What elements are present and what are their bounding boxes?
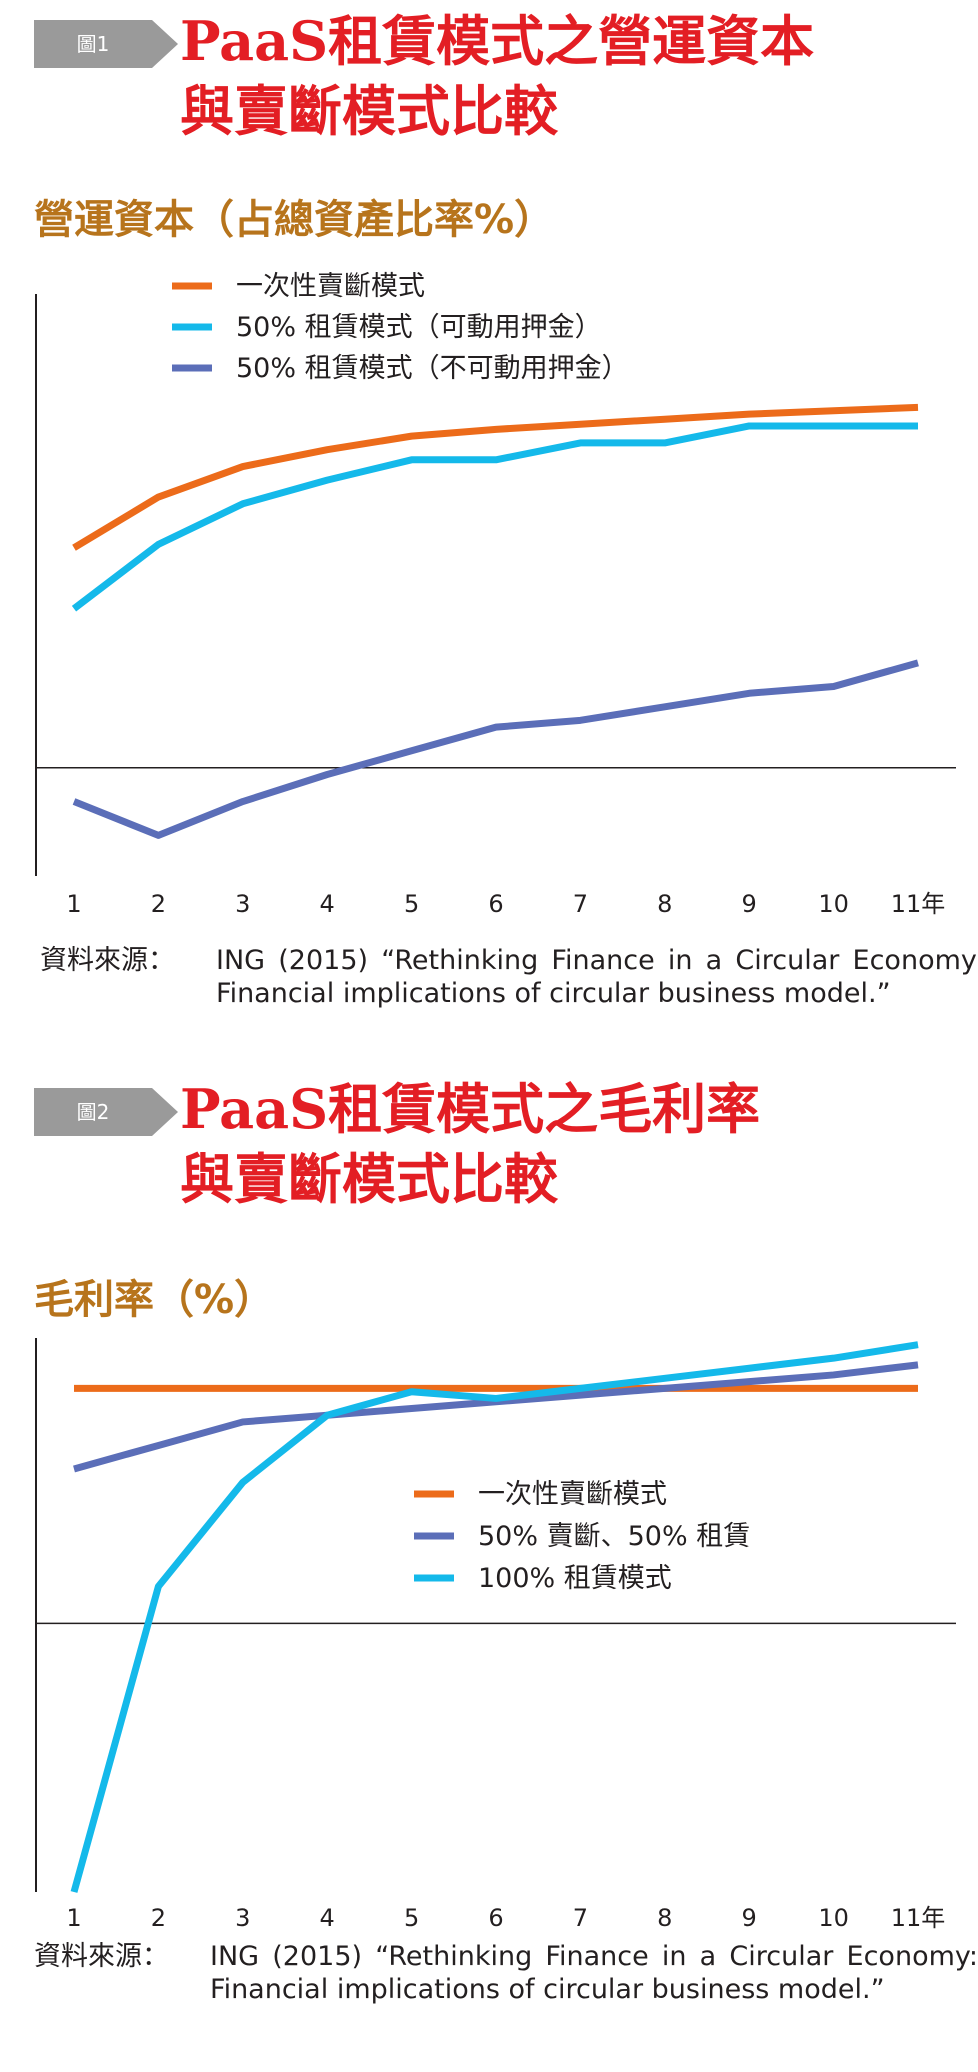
x-tick-label: 9: [742, 890, 757, 918]
legend-label: 一次性賣斷模式: [236, 271, 425, 302]
badge-bar: [34, 20, 152, 68]
series-line-1: [72, 403, 919, 551]
figure-number: 圖1: [76, 32, 110, 56]
figure-title: PaaS租賃模式之營運資本 與賣斷模式比較: [180, 6, 814, 146]
chart-subtitle: 毛利率（%）: [34, 1277, 275, 1323]
x-tick-label: 9: [742, 1904, 757, 1932]
x-tick-label: 6: [488, 1904, 503, 1932]
badge-arrow-shape: [152, 1088, 178, 1136]
x-tick-label: 2: [151, 1904, 166, 1932]
legend-label: 50% 租賃模式（可動用押金）: [236, 312, 602, 343]
x-tick-label: 6: [488, 890, 503, 918]
figure-title-line-2: 與賣斷模式比較: [180, 1147, 558, 1211]
legend-label: 100% 租賃模式: [478, 1563, 672, 1594]
source-label: 資料來源：: [34, 1941, 169, 1972]
series-line-3: [72, 659, 919, 839]
figure-2: 圖2 PaaS租賃模式之毛利率 與賣斷模式比較 毛利率（%） 1 2 3 4 5 6 7 8 9…: [0, 1040, 978, 2072]
badge-bar: [34, 1088, 152, 1136]
chart-subtitle: 營運資本（占總資產比率%）: [34, 197, 555, 243]
x-tick-label: 11年: [891, 890, 946, 918]
x-tick-label: 10: [818, 890, 849, 918]
legend-label: 一次性賣斷模式: [478, 1479, 667, 1510]
x-tick-label: 3: [235, 890, 250, 918]
x-tick-label: 8: [657, 1904, 672, 1932]
figure-number: 圖2: [76, 1100, 110, 1124]
series-line-2: [73, 1361, 919, 1473]
x-tick-label: 2: [151, 890, 166, 918]
x-tick-label: 8: [657, 890, 672, 918]
legend-label: 50% 租賃模式（不可動用押金）: [236, 353, 629, 384]
x-tick-label: 3: [235, 1904, 250, 1932]
x-tick-label: 10: [818, 1904, 849, 1932]
figure-title: PaaS租賃模式之毛利率 與賣斷模式比較: [180, 1074, 760, 1214]
figure-title-line-2: 與賣斷模式比較: [180, 79, 558, 143]
legend-label: 50% 賣斷、50% 租賃: [478, 1521, 750, 1552]
x-tick-label: 5: [404, 890, 419, 918]
x-tick-label: 4: [320, 890, 335, 918]
x-tick-label: 7: [573, 890, 588, 918]
source-citation: ING (2015) “Rethinking Finance in a Circ…: [210, 1941, 978, 2005]
x-tick-label: 5: [404, 1904, 419, 1932]
x-tick-label: 4: [320, 1904, 335, 1932]
gross-margin-chart: 1 2 3 4 5 6 7 8 9 10 11年 一次性賣斷模式 50% 賣斷、50% 租賃 100% …: [35, 1338, 956, 1932]
figure-title-line-1: PaaS租賃模式之營運資本: [180, 9, 815, 73]
figure-1: 圖1 PaaS租賃模式之營運資本 與賣斷模式比較 營運資本（占總資產比率%） 1…: [34, 6, 978, 1009]
series-line-3: [70, 1341, 919, 1893]
figure-title-line-1: PaaS租賃模式之毛利率: [180, 1077, 761, 1141]
source-label: 資料來源：: [40, 945, 175, 976]
x-tick-label: 7: [573, 1904, 588, 1932]
working-capital-chart: 1 2 3 4 5 6 7 8 9 10 11年 一次性賣斷模式 50% 租賃模式（可動用押金） 50%…: [35, 271, 956, 918]
x-tick-label: 1: [66, 890, 81, 918]
x-tick-label: 11年: [891, 1904, 946, 1932]
series-line-2: [71, 422, 918, 612]
source-citation: ING (2015) “Rethinking Finance in a Circ…: [216, 945, 978, 1009]
badge-arrow-shape: [152, 20, 178, 68]
x-tick-label: 1: [66, 1904, 81, 1932]
